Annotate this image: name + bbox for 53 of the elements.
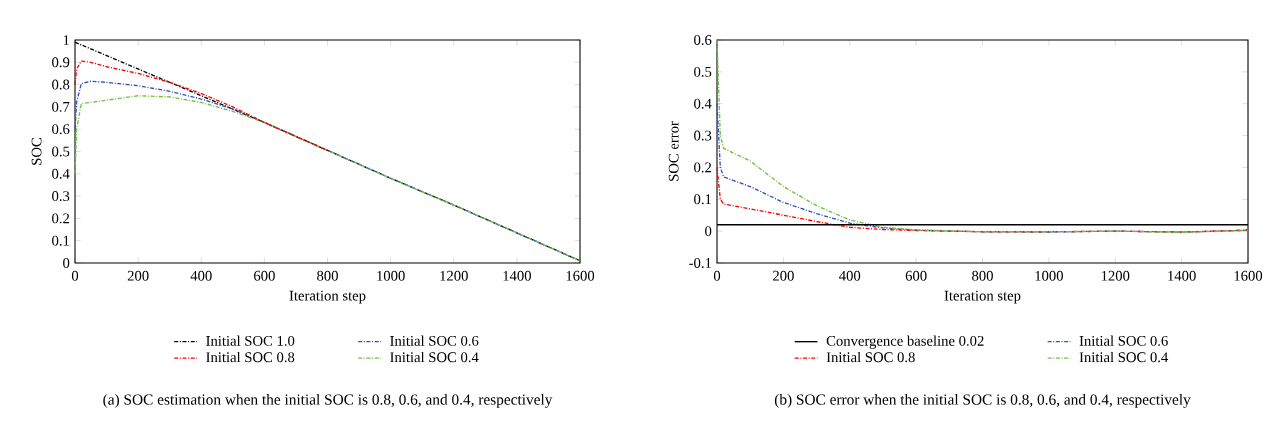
- x-tick-label: 400: [190, 270, 212, 281]
- y-axis-title: SOC: [31, 138, 42, 165]
- x-tick-label: 1000: [377, 270, 405, 281]
- x-tick-label: 800: [317, 270, 338, 281]
- text: (b) SOC error when the initial SOC is 0.8, 0.6, and 0.4, respectively: [774, 393, 1191, 408]
- legend-label: Initial SOC 0.4: [390, 351, 479, 363]
- x-tick-label: 1200: [440, 270, 468, 281]
- x-axis-title: Iteration step: [944, 290, 1021, 304]
- legend-label: Initial SOC 0.8: [206, 351, 295, 363]
- y-tick-label: 0.6: [52, 124, 70, 135]
- x-tick-label: 200: [773, 270, 794, 281]
- line-series: [74, 60, 329, 152]
- y-tick-label: 0.1: [694, 194, 711, 205]
- y-tick-label: 0.3: [694, 130, 712, 141]
- x-tick-label: 1200: [1101, 270, 1130, 281]
- legend-label: Initial SOC 0.8: [826, 351, 915, 363]
- y-tick-label: 0.4: [694, 98, 712, 109]
- y-tick-label: 1: [63, 35, 69, 45]
- line-series: [716, 39, 1249, 234]
- y-tick-label: 0.5: [694, 66, 712, 77]
- x-tick-label: 1600: [1234, 270, 1263, 281]
- y-tick-label: 0.8: [52, 79, 70, 90]
- y-tick-label: 0.5: [52, 146, 70, 157]
- x-tick-label: 600: [905, 270, 927, 281]
- y-tick-label: 0.7: [52, 101, 70, 112]
- x-tick-label: 1000: [1035, 270, 1063, 281]
- y-tick-label: -0.1: [689, 258, 711, 268]
- x-tick-label: 400: [839, 270, 861, 281]
- y-tick-label: 0.6: [694, 35, 712, 45]
- legend-label: Initial SOC 1.0: [206, 335, 295, 346]
- x-axis-title: Iteration step: [289, 290, 366, 304]
- x-tick-label: 0: [713, 270, 721, 281]
- legend-label: Initial SOC 0.4: [1079, 351, 1169, 363]
- x-tick-label: 1400: [503, 270, 531, 281]
- y-tick-label: 0: [63, 258, 70, 268]
- x-tick-label: 0: [71, 270, 79, 281]
- text: (a) SOC estimation when the initial SOC is 0.8, 0.6, and 0.4, respectively: [103, 393, 553, 408]
- x-tick-label: 200: [127, 270, 149, 281]
- y-tick-label: 0.9: [52, 57, 70, 68]
- x-tick-label: 800: [972, 270, 993, 281]
- x-tick-label: 1600: [566, 270, 595, 281]
- legend-label: Initial SOC 0.6: [390, 335, 479, 346]
- y-tick-label: 0.4: [52, 168, 70, 179]
- y-tick-label: 0.1: [52, 235, 69, 246]
- y-tick-label: 0.2: [52, 213, 70, 224]
- legend-label: Initial SOC 0.6: [1079, 335, 1168, 346]
- legend-label: Convergence baseline 0.02: [826, 335, 984, 349]
- y-tick-label: 0.3: [52, 191, 70, 202]
- x-tick-label: 1400: [1168, 270, 1196, 281]
- x-tick-label: 600: [254, 270, 275, 281]
- y-tick-label: 0.2: [694, 162, 712, 173]
- y-axis-title: SOC error: [668, 121, 679, 181]
- y-tick-label: 0: [705, 226, 712, 237]
